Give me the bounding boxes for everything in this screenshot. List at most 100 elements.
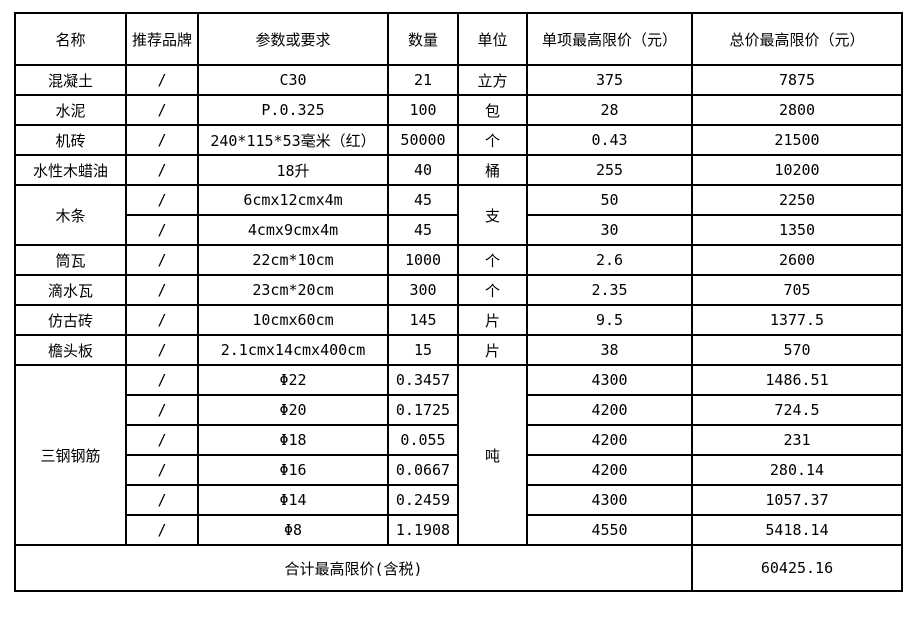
- cell-total-price: 724.5: [691, 394, 903, 426]
- header-spec: 参数或要求: [197, 12, 389, 66]
- cell-spec: Φ18: [197, 424, 389, 456]
- cell-spec: 2.1cmx14cmx400cm: [197, 334, 389, 366]
- cell-quantity: 300: [387, 274, 459, 306]
- cell-total-price: 1057.37: [691, 484, 903, 516]
- cell-total-price: 1377.5: [691, 304, 903, 336]
- cell-spec: C30: [197, 64, 389, 96]
- cell-brand: /: [125, 394, 199, 426]
- cell-unit-price: 9.5: [526, 304, 693, 336]
- cell-total-price: 2800: [691, 94, 903, 126]
- table-row: 仿古砖 / 10cmx60cm 145 片 9.5 1377.5: [14, 304, 903, 336]
- table-row: / Φ18 0.055 4200 231: [15, 424, 903, 456]
- header-total-price: 总价最高限价（元）: [691, 12, 903, 66]
- cell-brand: /: [125, 304, 199, 336]
- cell-material-name: 仿古砖: [14, 304, 127, 336]
- cell-total-price: 705: [691, 274, 903, 306]
- cell-spec: 10cmx60cm: [197, 304, 389, 336]
- table-row: 机砖 / 240*115*53毫米（红） 50000 个 0.43 21500: [14, 124, 903, 156]
- cell-brand: /: [125, 244, 199, 276]
- cell-spec: P.0.325: [197, 94, 389, 126]
- cell-unit: 片: [457, 334, 528, 366]
- cell-spec: 22cm*10cm: [197, 244, 389, 276]
- cell-spec: 23cm*20cm: [197, 274, 389, 306]
- table-row: / 4cmx9cmx4m 45 30 1350: [15, 214, 903, 246]
- cell-total-price: 2250: [691, 184, 903, 216]
- cell-quantity: 100: [387, 94, 459, 126]
- cell-total-price: 1486.51: [691, 364, 903, 396]
- cell-material-name: 三钢钢筋: [14, 364, 127, 546]
- cell-brand: /: [125, 214, 199, 246]
- cell-unit-price: 4300: [526, 484, 693, 516]
- cell-brand: /: [125, 154, 199, 186]
- cell-unit-price: 4200: [526, 394, 693, 426]
- cell-unit: 个: [457, 124, 528, 156]
- cell-quantity: 1000: [387, 244, 459, 276]
- cell-quantity: 45: [387, 214, 459, 246]
- cell-spec: Φ16: [197, 454, 389, 486]
- cell-material-name: 木条: [14, 184, 127, 246]
- cell-material-name: 水泥: [14, 94, 127, 126]
- cell-unit-price: 4200: [526, 454, 693, 486]
- cell-unit-price: 0.43: [526, 124, 693, 156]
- cell-brand: /: [125, 424, 199, 456]
- cell-unit: 包: [457, 94, 528, 126]
- cell-spec: Φ14: [197, 484, 389, 516]
- cell-quantity: 0.2459: [387, 484, 459, 516]
- cell-material-name: 滴水瓦: [14, 274, 127, 306]
- cell-spec: Φ8: [197, 514, 389, 546]
- cell-brand: /: [125, 514, 199, 546]
- cell-quantity: 0.0667: [387, 454, 459, 486]
- cell-brand: /: [125, 64, 199, 96]
- price-limit-table: 名称 推荐品牌 参数或要求 数量 单位 单项最高限价（元） 总价最高限价（元） …: [14, 12, 903, 592]
- cell-quantity: 45: [387, 184, 459, 216]
- cell-quantity: 145: [387, 304, 459, 336]
- cell-unit: 片: [457, 304, 528, 336]
- table-row: 混凝土 / C30 21 立方 375 7875: [14, 64, 903, 96]
- cell-brand: /: [125, 184, 199, 216]
- header-quantity: 数量: [387, 12, 459, 66]
- cell-spec: 18升: [197, 154, 389, 186]
- table-row: 水泥 / P.0.325 100 包 28 2800: [14, 94, 903, 126]
- cell-total-price: 10200: [691, 154, 903, 186]
- table-row: / Φ14 0.2459 4300 1057.37: [15, 484, 903, 516]
- cell-total-price: 21500: [691, 124, 903, 156]
- cell-unit-price: 255: [526, 154, 693, 186]
- cell-brand: /: [125, 364, 199, 396]
- cell-unit-price: 30: [526, 214, 693, 246]
- cell-material-name: 水性木蜡油: [14, 154, 127, 186]
- table-row: 三钢钢筋 / Φ22 0.3457 吨 4300 1486.51: [14, 364, 903, 546]
- cell-unit-price: 38: [526, 334, 693, 366]
- cell-spec: Φ20: [197, 394, 389, 426]
- cell-brand: /: [125, 484, 199, 516]
- header-brand: 推荐品牌: [125, 12, 199, 66]
- table-row: 筒瓦 / 22cm*10cm 1000 个 2.6 2600: [14, 244, 903, 276]
- cell-spec: Φ22: [197, 364, 389, 396]
- cell-brand: /: [125, 274, 199, 306]
- cell-unit-price: 4550: [526, 514, 693, 546]
- table-row: 水性木蜡油 / 18升 40 桶 255 10200: [14, 154, 903, 186]
- cell-brand: /: [125, 334, 199, 366]
- cell-unit-price: 50: [526, 184, 693, 216]
- table-row: / Φ8 1.1908 4550 5418.14: [15, 514, 903, 546]
- cell-unit-price: 375: [526, 64, 693, 96]
- cell-quantity: 40: [387, 154, 459, 186]
- cell-total-price: 1350: [691, 214, 903, 246]
- cell-quantity: 0.055: [387, 424, 459, 456]
- cell-spec: 240*115*53毫米（红）: [197, 124, 389, 156]
- header-name: 名称: [14, 12, 127, 66]
- cell-total-price: 280.14: [691, 454, 903, 486]
- cell-brand: /: [125, 454, 199, 486]
- cell-quantity: 1.1908: [387, 514, 459, 546]
- cell-total-price: 5418.14: [691, 514, 903, 546]
- cell-material-name: 筒瓦: [14, 244, 127, 276]
- cell-unit-price: 4200: [526, 424, 693, 456]
- cell-unit: 桶: [457, 154, 528, 186]
- footer-total-label: 合计最高限价(含税): [14, 544, 693, 592]
- header-unit: 单位: [457, 12, 528, 66]
- table-row: 檐头板 / 2.1cmx14cmx400cm 15 片 38 570: [14, 334, 903, 366]
- footer-total-value: 60425.16: [691, 544, 903, 592]
- header-unit-price: 单项最高限价（元）: [526, 12, 693, 66]
- cell-unit-price: 28: [526, 94, 693, 126]
- cell-total-price: 570: [691, 334, 903, 366]
